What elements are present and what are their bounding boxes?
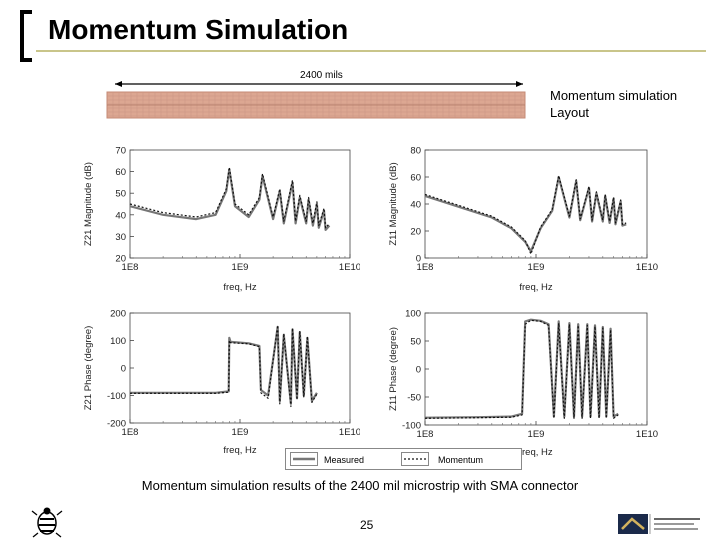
legend-measured-swatch: [290, 452, 318, 466]
y-tick-label: 0: [416, 365, 421, 376]
x-tick-label: 1E9: [528, 429, 545, 440]
x-tick-label: 1E8: [417, 262, 434, 273]
x-tick-label: 1E10: [339, 427, 360, 438]
y-axis-label: Z21 Phase (degree): [83, 326, 94, 411]
layout-label-line2: Layout: [550, 105, 590, 120]
y-axis-label: Z11 Magnitude (dB): [388, 162, 399, 245]
x-tick-label: 1E8: [122, 262, 139, 273]
y-tick-label: 20: [410, 227, 421, 238]
z21-magnitude-chart: 20 30 40 50 60 70 1E8 1E9 1E10 freq, Hz Z21 Magnit…: [83, 146, 360, 294]
y-tick-label: -50: [407, 393, 421, 404]
y-tick-label: -200: [107, 419, 126, 430]
x-tick-label: 1E10: [636, 262, 658, 273]
legend: Measured Momentum: [285, 448, 522, 470]
slide-title: Momentum Simulation: [48, 14, 349, 45]
layout-strip-drawing: [106, 81, 526, 119]
legend-momentum-swatch: [401, 452, 429, 466]
z11-phase-chart: -100 -50 0 50 100 1E8 1E9 1E10 freq, Hz Z11 Phase…: [388, 309, 658, 459]
y-axis-label: Z21 Magnitude (dB): [83, 162, 94, 246]
x-axis-label: freq, Hz: [223, 445, 257, 456]
page-number: 25: [360, 518, 374, 532]
y-tick-label: 40: [115, 210, 126, 221]
y-tick-label: 50: [410, 337, 421, 348]
title-rule: [36, 50, 706, 52]
y-tick-label: 200: [110, 309, 126, 320]
x-tick-label: 1E10: [636, 429, 658, 440]
y-tick-label: 100: [405, 309, 421, 320]
plot-area: [129, 149, 351, 259]
y-tick-label: 60: [410, 173, 421, 184]
x-axis-label: freq, Hz: [223, 282, 257, 293]
y-tick-label: 0: [416, 254, 421, 265]
y-tick-label: 30: [115, 232, 126, 243]
y-tick-label: 20: [115, 254, 126, 265]
x-tick-label: 1E8: [122, 427, 139, 438]
mascot-logo: [31, 507, 63, 538]
y-tick-label: 50: [115, 189, 126, 200]
x-axis-label: freq, Hz: [519, 447, 553, 458]
georgia-tech-logo: [618, 514, 700, 534]
y-tick-label: 80: [410, 146, 421, 157]
title-bracket: [20, 10, 32, 62]
layout-label: Momentum simulation Layout: [550, 87, 677, 121]
z21-phase-chart: -200 -100 0 100 200 1E8 1E9 1E10 freq, Hz Z21 Pha…: [83, 309, 360, 457]
series-momentum-line: [129, 166, 330, 229]
x-tick-label: 1E9: [232, 262, 249, 273]
series-momentum-line: [424, 319, 619, 419]
legend-measured-label: Measured: [324, 455, 365, 465]
series-momentum-line: [424, 175, 627, 255]
y-tick-label: 0: [121, 364, 126, 375]
dimension-arrow-left: [115, 81, 122, 87]
layout-label-line1: Momentum simulation: [550, 88, 678, 103]
z11-magnitude-chart: 0 20 40 60 80 1E8 1E9 1E10 freq, Hz Z11 Magnitude…: [388, 146, 658, 294]
x-tick-label: 1E9: [528, 262, 545, 273]
x-tick-label: 1E8: [417, 429, 434, 440]
y-tick-label: 40: [410, 200, 421, 211]
y-axis-label: Z11 Phase (degree): [388, 327, 399, 411]
y-tick-label: 100: [110, 336, 126, 347]
figure-caption: Momentum simulation results of the 2400 …: [141, 478, 579, 493]
x-axis-label: freq, Hz: [519, 282, 553, 293]
legend-momentum-label: Momentum: [438, 455, 484, 465]
y-tick-label: 60: [115, 167, 126, 178]
dimension-arrow-right: [516, 81, 523, 87]
x-tick-label: 1E9: [232, 427, 249, 438]
y-tick-label: -100: [107, 391, 126, 402]
y-tick-label: -100: [402, 421, 421, 432]
x-tick-label: 1E10: [339, 262, 360, 273]
dimension-label: 2400 mils: [300, 70, 343, 81]
y-tick-label: 70: [115, 146, 126, 157]
plot-area: [129, 312, 351, 424]
